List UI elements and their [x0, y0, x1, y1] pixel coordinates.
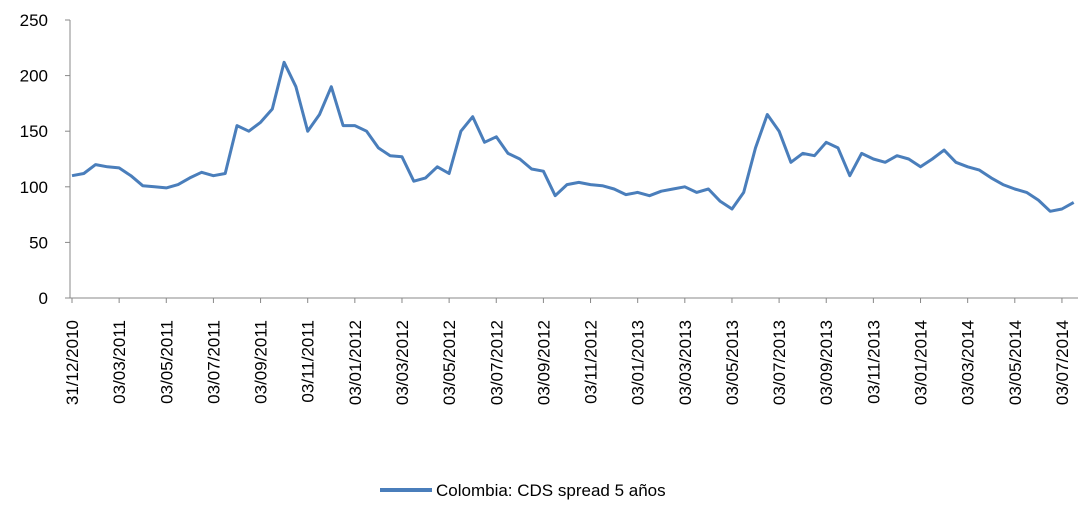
x-tick-label: 03/07/2013 [770, 320, 789, 405]
x-tick-label: 03/03/2013 [676, 320, 695, 405]
x-tick-label: 03/07/2012 [487, 320, 506, 405]
y-tick-label: 200 [20, 67, 48, 86]
x-tick-label: 03/01/2013 [629, 320, 648, 405]
legend-label: Colombia: CDS spread 5 años [436, 481, 666, 500]
x-tick-label: 03/03/2014 [959, 320, 978, 405]
x-tick-label: 03/09/2013 [817, 320, 836, 405]
x-tick-label: 03/07/2011 [204, 320, 223, 404]
y-tick-label: 150 [20, 122, 48, 141]
x-tick-label: 03/11/2011 [299, 320, 318, 403]
x-tick-label: 03/09/2011 [252, 320, 271, 404]
series-line [71, 60, 1075, 213]
x-tick-label: 03/11/2013 [864, 320, 883, 404]
x-tick-label: 03/01/2014 [912, 320, 931, 405]
x-tick-label: 03/11/2012 [582, 320, 601, 404]
y-tick-label: 0 [39, 289, 48, 308]
x-tick-label: 03/05/2014 [1006, 320, 1025, 405]
y-tick-label: 100 [20, 178, 48, 197]
x-tick-label: 03/03/2011 [110, 320, 129, 404]
x-tick-label: 03/07/2014 [1053, 320, 1072, 405]
x-tick-label: 03/03/2012 [393, 320, 412, 405]
x-tick-label: 03/09/2012 [534, 320, 553, 405]
x-tick-label: 03/05/2011 [157, 320, 176, 404]
y-tick-label: 50 [29, 233, 48, 252]
x-tick-label: 31/12/2010 [63, 320, 82, 405]
x-tick-label: 03/05/2012 [440, 320, 459, 405]
x-tick-label: 03/05/2013 [723, 320, 742, 405]
y-tick-label: 250 [20, 11, 48, 30]
x-tick-label: 03/01/2012 [346, 320, 365, 405]
